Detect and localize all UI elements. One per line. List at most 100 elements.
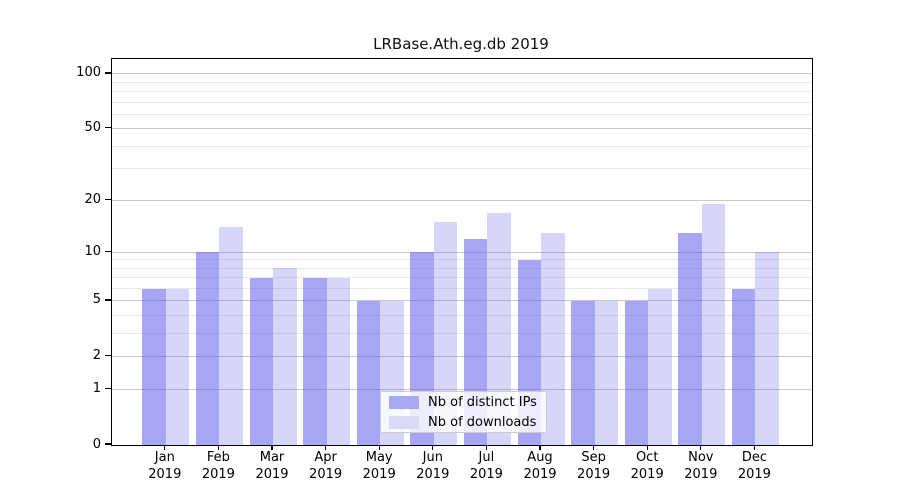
x-tick-month: Apr [314,450,337,465]
legend-swatch-downloads [389,415,419,429]
major-gridline [112,199,812,201]
minor-gridline [112,259,812,261]
y-tick [105,127,111,129]
x-tick [217,445,219,450]
bar-downloads-oct [648,288,672,445]
major-gridline [112,251,812,253]
x-tick-year: 2019 [362,466,396,482]
x-tick-month: Oct [635,450,659,465]
x-tick [325,445,327,450]
legend: Nb of distinct IPs Nb of downloads [380,391,547,433]
x-tick [700,445,702,450]
x-tick-year: 2019 [630,466,664,482]
y-tick [105,443,111,445]
x-tick [485,445,487,450]
minor-gridline [112,168,812,170]
x-tick [646,445,648,450]
x-tick-month: Aug [527,450,553,465]
x-tick-year: 2019 [309,466,343,482]
x-tick-label: Jan 2019 [133,450,197,483]
x-tick-year: 2019 [469,466,503,482]
x-tick [432,445,434,450]
y-tick-label: 100 [76,65,101,81]
x-tick-label: Apr 2019 [294,450,358,483]
y-tick [105,198,111,200]
x-tick-label: Jun 2019 [401,450,465,483]
x-tick-label: Dec 2019 [722,450,786,483]
bar-ips-jan [142,288,166,445]
minor-gridline [112,101,812,103]
y-tick [105,250,111,252]
x-tick-label: Oct 2019 [615,450,679,483]
x-tick [164,445,166,450]
minor-gridline [112,267,812,269]
y-tick [105,387,111,389]
x-tick [271,445,273,450]
bar-downloads-jul [487,212,511,445]
y-tick-label: 2 [92,348,101,364]
bar-ips-may [356,300,381,445]
bar-ips-dec [731,288,756,445]
bar-downloads-jun [433,222,458,445]
x-tick-label: Mar 2019 [240,450,304,483]
bar-ips-feb [195,252,220,445]
bar-downloads-feb [219,227,243,445]
x-tick-label: Jul 2019 [454,450,518,483]
bar-downloads-aug [541,232,565,445]
y-tick-label: 50 [84,120,101,136]
x-tick-year: 2019 [577,466,611,482]
x-tick-label: May 2019 [347,450,411,483]
bar-downloads-mar [273,268,297,445]
x-tick-month: Jul [478,450,495,465]
major-gridline [112,300,812,302]
y-tick [105,72,111,74]
x-tick-month: Mar [259,450,285,465]
minor-gridline [112,333,812,335]
bar-ips-apr [303,277,327,445]
x-tick-label: Nov 2019 [669,450,733,483]
major-gridline [112,388,812,390]
legend-label-downloads: Nb of downloads [428,414,537,430]
x-tick [593,445,595,450]
bar-downloads-sep [594,300,619,445]
x-tick-month: Dec [741,450,767,465]
legend-swatch-distinct-ips [389,395,419,409]
x-tick-label: Sep 2019 [562,450,626,483]
x-tick-year: 2019 [737,466,771,482]
bar-ips-oct [624,300,649,445]
x-tick-month: Jan [154,450,175,465]
x-tick [539,445,541,450]
x-tick-year: 2019 [416,466,450,482]
y-tick-label: 5 [92,292,101,308]
y-tick [105,299,111,301]
bar-ips-mar [249,277,273,445]
y-tick [105,355,111,357]
minor-gridline [112,91,812,93]
y-tick-label: 10 [84,243,101,259]
bar-downloads-jan [165,288,190,445]
minor-gridline [112,113,812,115]
x-tick-month: Sep [581,450,606,465]
x-tick-label: Feb 2019 [186,450,250,483]
bar-downloads-apr [326,277,351,445]
x-tick-year: 2019 [523,466,557,482]
y-tick-label: 0 [92,436,101,452]
x-tick-year: 2019 [201,466,235,482]
minor-gridline [112,81,812,83]
bar-ips-nov [678,232,702,445]
x-tick [378,445,380,450]
bar-downloads-nov [701,204,726,445]
x-tick-year: 2019 [255,466,289,482]
minor-gridline [112,315,812,317]
x-tick-month: Jun [422,450,443,465]
major-gridline [112,356,812,358]
chart-title: LRBase.Ath.eg.db 2019 [373,35,549,53]
x-tick-month: Nov [688,450,714,465]
x-tick [753,445,755,450]
legend-entry-downloads: Nb of downloads [389,415,538,430]
y-tick-label: 1 [92,380,101,396]
legend-entry-distinct-ips: Nb of distinct IPs [389,395,538,410]
minor-gridline [112,277,812,279]
plot-area [111,58,813,446]
x-tick-year: 2019 [684,466,718,482]
